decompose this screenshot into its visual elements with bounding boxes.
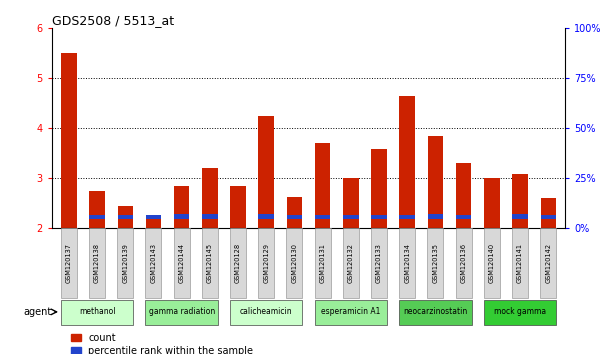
Text: mock gamma: mock gamma [494,307,546,316]
Bar [89,228,105,298]
Bar [230,186,246,228]
Bar [174,228,189,298]
Bar [371,228,387,298]
Bar [174,186,189,228]
Bar [399,300,472,325]
Bar [145,300,218,325]
Bar [456,228,472,298]
Bar [428,136,443,228]
Text: GSM120131: GSM120131 [320,244,326,283]
Bar [89,215,105,219]
Text: calicheamicin: calicheamicin [240,307,293,316]
Text: GSM120129: GSM120129 [263,244,269,284]
Bar [512,228,528,298]
Legend: count, percentile rank within the sample: count, percentile rank within the sample [67,329,257,354]
Bar [174,215,189,219]
Bar [145,215,161,219]
Bar [145,228,161,298]
Bar [541,198,556,228]
Text: GSM120138: GSM120138 [94,244,100,284]
Bar [512,175,528,228]
Bar [61,53,76,228]
Bar [315,143,331,228]
Bar [428,215,443,219]
Bar [400,215,415,219]
Bar [343,228,359,298]
Text: esperamicin A1: esperamicin A1 [321,307,381,316]
Text: methanol: methanol [79,307,115,316]
Text: GSM120141: GSM120141 [517,244,523,284]
Bar [343,178,359,228]
Bar [258,116,274,228]
Bar [117,215,133,219]
Bar [399,228,415,298]
Bar [287,228,302,298]
Bar [230,300,302,325]
Text: GSM120135: GSM120135 [433,244,439,284]
Text: GSM120140: GSM120140 [489,243,495,284]
Bar [258,215,274,219]
Bar [61,300,133,325]
Bar [202,228,218,298]
Text: agent: agent [23,307,51,317]
Bar [484,300,556,325]
Text: GSM120143: GSM120143 [150,244,156,284]
Bar [117,206,133,228]
Bar [202,215,218,219]
Bar [371,149,387,228]
Text: GSM120128: GSM120128 [235,243,241,284]
Text: GSM120144: GSM120144 [178,243,185,284]
Bar [315,228,331,298]
Bar [484,178,500,228]
Bar [202,169,218,228]
Bar [428,228,444,298]
Bar [287,215,302,219]
Text: GSM120134: GSM120134 [404,244,410,284]
Text: GSM120142: GSM120142 [545,243,551,284]
Bar [117,228,133,298]
Bar [400,96,415,228]
Text: neocarzinostatin: neocarzinostatin [403,307,467,316]
Text: GSM120145: GSM120145 [207,243,213,284]
Text: GSM120130: GSM120130 [291,244,298,284]
Bar [541,215,556,219]
Bar [343,215,359,219]
Bar [315,300,387,325]
Text: GSM120132: GSM120132 [348,244,354,284]
Bar [61,228,77,298]
Bar [89,191,105,228]
Bar [258,228,274,298]
Bar [484,228,500,298]
Bar [315,215,331,219]
Text: GDS2508 / 5513_at: GDS2508 / 5513_at [52,14,174,27]
Bar [540,228,556,298]
Text: GSM120136: GSM120136 [461,244,467,284]
Bar [512,215,528,219]
Bar [456,215,472,219]
Text: GSM120139: GSM120139 [122,244,128,283]
Bar [145,216,161,228]
Text: GSM120133: GSM120133 [376,244,382,283]
Bar [456,164,472,228]
Bar [371,215,387,219]
Bar [287,198,302,228]
Text: gamma radiation: gamma radiation [148,307,215,316]
Bar [230,228,246,298]
Text: GSM120137: GSM120137 [66,244,72,284]
